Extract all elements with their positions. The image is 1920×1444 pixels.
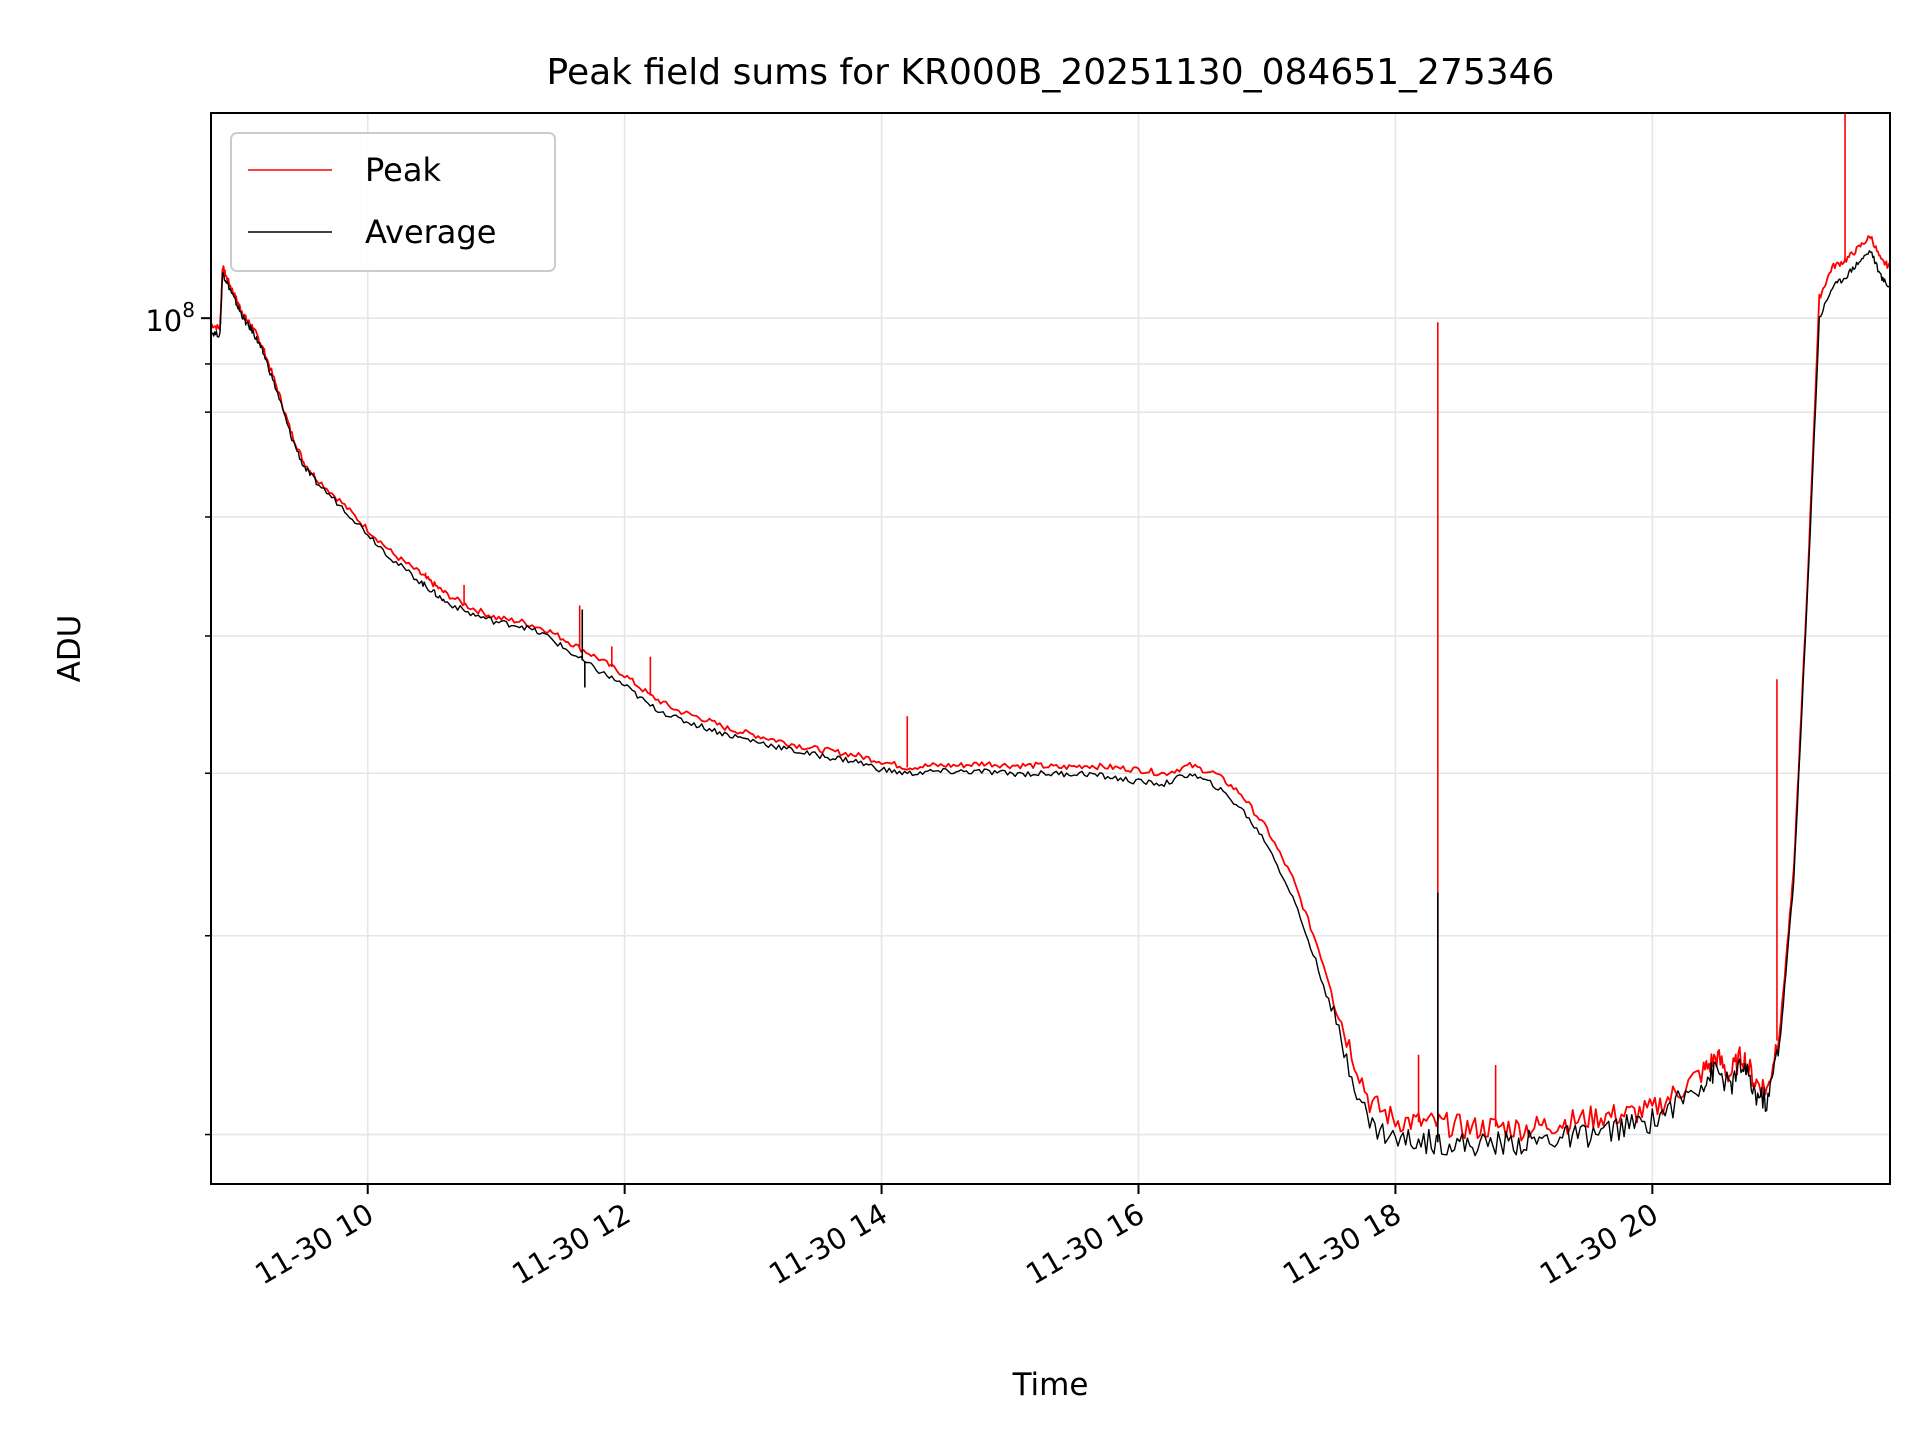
grid [211,113,1890,1184]
y-axis-label: ADU [52,615,88,683]
legend-label-average: Average [365,213,496,251]
legend: Peak Average [230,132,556,272]
x-axis-label: Time [1012,1367,1089,1403]
legend-label-peak: Peak [365,151,441,189]
series-line-peak [211,235,1891,1142]
chart-title: Peak field sums for KR000B_20251130_0846… [547,52,1555,93]
y-tick-label: 108 [145,298,195,338]
series-line-average [210,250,1891,1157]
plot-series [210,113,1891,1157]
plot-frame [210,112,1891,1185]
legend-box [230,132,556,272]
